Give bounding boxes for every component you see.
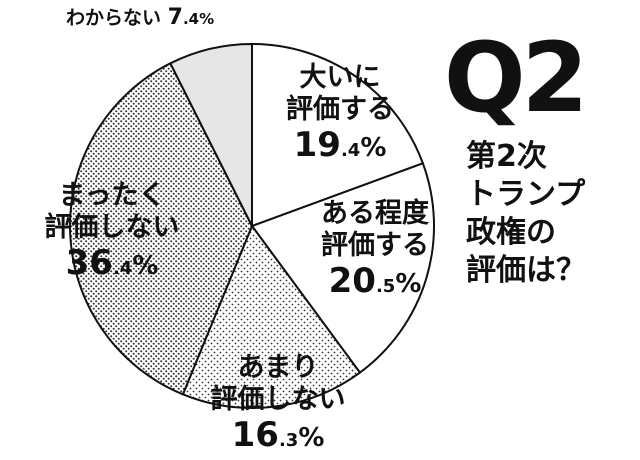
pie-slice-4: [69, 61, 254, 396]
pie-slices: [69, 42, 435, 409]
slice-label-line: わからない: [66, 7, 168, 29]
pie-slice-3: [181, 223, 362, 409]
slice-value-decimal: .4%: [183, 10, 214, 28]
slice-label-line: 評価しない: [211, 383, 346, 415]
pie-slice-1: [251, 42, 425, 228]
slice-value-decimal: .4: [113, 258, 132, 279]
slice-value-unit: %: [132, 251, 158, 281]
pie-labels: 大いに評価する 19.4%ある程度評価する 20.5%あまり評価しない 16.3%まっ…: [45, 5, 430, 455]
slice-value-unit: %: [298, 423, 324, 453]
slice-label-line: まったく: [59, 180, 166, 211]
slice-label-1: 大いに評価する 19.4%: [286, 62, 394, 165]
slice-value-unit: %: [360, 133, 386, 163]
question-line-1: 第2次: [466, 139, 547, 174]
slice-value-decimal: .4: [341, 140, 360, 161]
slice-label-line: 評価しない: [45, 211, 180, 243]
slice-label-5: わからない 7.4%: [66, 5, 214, 30]
slice-value-decimal: .3: [279, 430, 298, 451]
slice-value-decimal: .5: [376, 276, 395, 297]
slice-value: 20: [329, 261, 376, 301]
slice-value: 19: [294, 125, 341, 165]
slice-label-line: あまり: [238, 352, 319, 383]
slice-label-line: ある程度: [321, 197, 429, 229]
slice-value-unit: %: [395, 269, 421, 299]
slice-value: 7: [168, 5, 183, 30]
slice-label-line: 評価する: [286, 93, 394, 125]
question-text: 第2次 トランプ 政権の 評価は？: [466, 138, 636, 290]
question-line-2: トランプ: [466, 177, 586, 212]
slice-label-line: 評価する: [321, 229, 429, 261]
slice-label-2: ある程度評価する 20.5%: [321, 197, 429, 301]
pie-slice-5: [169, 42, 253, 227]
question-number: Q2: [444, 22, 588, 134]
slice-value: 16: [232, 415, 279, 455]
question-line-3: 政権の: [466, 215, 556, 250]
pie-slice-2: [250, 161, 435, 374]
slice-label-line: 大いに: [300, 62, 381, 93]
slice-value: 36: [66, 243, 113, 283]
slice-label-4: まったく評価しない 36.4%: [45, 180, 180, 283]
question-line-4: 評価は？: [466, 253, 586, 288]
slice-label-3: あまり評価しない 16.3%: [211, 352, 346, 455]
